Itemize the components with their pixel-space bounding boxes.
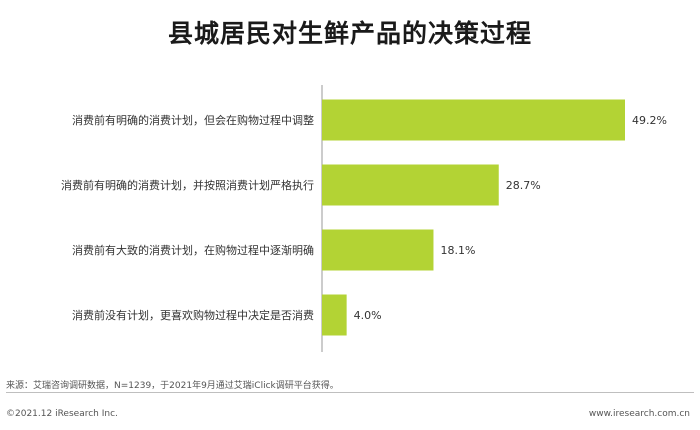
footer-divider [6, 392, 694, 393]
bar [322, 99, 625, 141]
category-label: 消费前有大致的消费计划，在购物过程中逐渐明确 [72, 243, 314, 257]
category-label: 消费前有明确的消费计划，并按照消费计划严格执行 [61, 178, 314, 192]
category-label: 消费前有明确的消费计划，但会在购物过程中调整 [72, 113, 314, 127]
value-label: 4.0% [354, 309, 382, 322]
website-url: www.iresearch.com.cn [588, 409, 690, 419]
category-label: 消费前没有计划，更喜欢购物过程中决定是否消费 [72, 308, 314, 322]
source-note: 来源：艾瑞咨询调研数据，N=1239，于2021年9月通过艾瑞iClick调研平… [6, 381, 339, 391]
value-label: 18.1% [440, 244, 475, 257]
bar [322, 294, 347, 336]
bar [322, 164, 499, 206]
bar [322, 229, 434, 271]
chart-title: 县城居民对生鲜产品的决策过程 [167, 19, 532, 48]
value-label: 49.2% [632, 114, 667, 127]
copyright-text: ©2021.12 iResearch Inc. [6, 409, 118, 419]
value-label: 28.7% [506, 179, 541, 192]
